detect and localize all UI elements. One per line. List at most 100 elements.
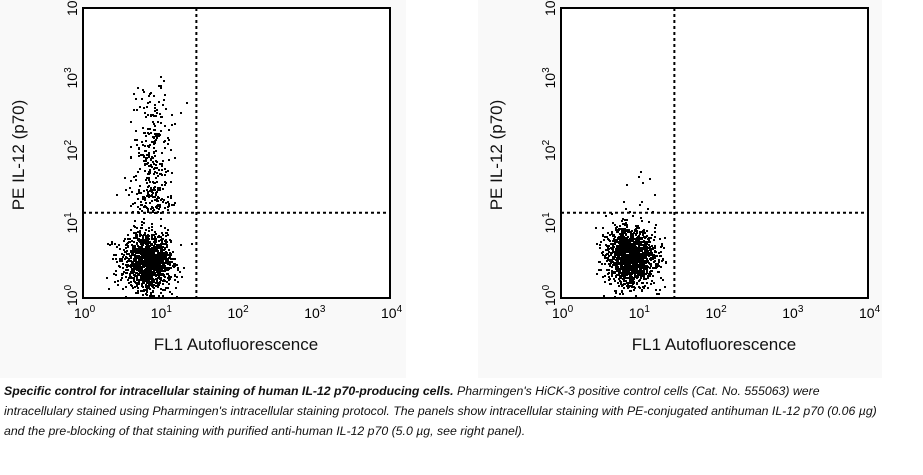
event-dot [642, 267, 644, 269]
event-dot [137, 287, 139, 289]
event-dot [141, 224, 143, 226]
event-dot [151, 267, 153, 269]
event-dot [632, 252, 634, 254]
event-dot [646, 270, 648, 272]
event-dot [622, 223, 624, 225]
event-dot [164, 125, 166, 127]
event-dot [145, 135, 147, 137]
event-dot [632, 255, 634, 257]
event-dot [142, 251, 144, 253]
event-dot [130, 146, 132, 148]
event-dot [166, 281, 168, 283]
event-dot [640, 257, 642, 259]
event-dot [642, 248, 644, 250]
event-dot [639, 279, 641, 281]
event-dot [152, 121, 154, 123]
event-dot [150, 132, 152, 134]
event-dot [627, 262, 629, 264]
event-dot [625, 280, 627, 282]
event-dot [611, 271, 613, 273]
event-dot [614, 290, 616, 292]
event-dot [147, 132, 149, 134]
event-dot [615, 227, 617, 229]
events [106, 76, 193, 298]
event-dot [174, 157, 176, 159]
event-dot [145, 235, 147, 237]
event-dot [127, 246, 129, 248]
event-dot [134, 245, 136, 247]
event-dot [125, 276, 127, 278]
event-dot [106, 277, 108, 279]
event-dot [168, 283, 170, 285]
event-dot [622, 253, 624, 255]
event-dot [623, 287, 625, 289]
event-dot [140, 248, 142, 250]
event-dot [146, 106, 148, 108]
event-dot [152, 261, 154, 263]
event-dot [136, 243, 138, 245]
event-dot [625, 263, 627, 265]
event-dot [150, 281, 152, 283]
event-dot [131, 270, 133, 272]
event-dot [138, 152, 140, 154]
event-dot [625, 230, 627, 232]
y-tick-label: 104 [541, 0, 558, 16]
event-dot [133, 225, 135, 227]
event-dot [626, 248, 628, 250]
event-dot [646, 268, 648, 270]
event-dot [617, 245, 619, 247]
event-dot [170, 240, 172, 242]
event-dot [643, 245, 645, 247]
event-dot [162, 283, 164, 285]
event-dot [621, 290, 623, 292]
event-dot [161, 239, 163, 241]
event-dot [134, 274, 136, 276]
event-dot [165, 108, 167, 110]
event-dot [654, 231, 656, 233]
event-dot [142, 196, 144, 198]
event-dot [135, 98, 137, 100]
x-axis-label: FL1 Autofluorescence [154, 335, 318, 354]
event-dot [629, 257, 631, 259]
figure-caption: Specific control for intracellular stain… [4, 381, 884, 441]
x-tick-label: 102 [706, 304, 728, 321]
event-dot [155, 240, 157, 242]
event-dot [157, 260, 159, 262]
event-dot [143, 190, 145, 192]
event-dot [637, 225, 639, 227]
event-dot [631, 285, 633, 287]
event-dot [132, 272, 134, 274]
event-dot [126, 266, 128, 268]
event-dot [609, 234, 611, 236]
event-dot [626, 224, 628, 226]
event-dot [134, 202, 136, 204]
event-dot [649, 267, 651, 269]
event-dot [161, 163, 163, 165]
event-dot [647, 275, 649, 277]
event-dot [165, 254, 167, 256]
event-dot [163, 80, 165, 82]
event-dot [155, 177, 157, 179]
event-dot [614, 224, 616, 226]
event-dot [620, 250, 622, 252]
event-dot [136, 285, 138, 287]
event-dot [617, 262, 619, 264]
event-dot [642, 272, 644, 274]
event-dot [622, 240, 624, 242]
event-dot [125, 286, 127, 288]
event-dot [135, 252, 137, 254]
event-dot [162, 160, 164, 162]
event-dot [644, 285, 646, 287]
event-dot [630, 273, 632, 275]
event-dot [144, 197, 146, 199]
event-dot [146, 189, 148, 191]
event-dot [638, 244, 640, 246]
event-dot [650, 257, 652, 259]
event-dot [150, 195, 152, 197]
y-tick-label: 104 [63, 0, 80, 16]
event-dot [160, 260, 162, 262]
event-dot [136, 279, 138, 281]
event-dot [628, 229, 630, 231]
event-dot [611, 233, 613, 235]
event-dot [637, 274, 639, 276]
